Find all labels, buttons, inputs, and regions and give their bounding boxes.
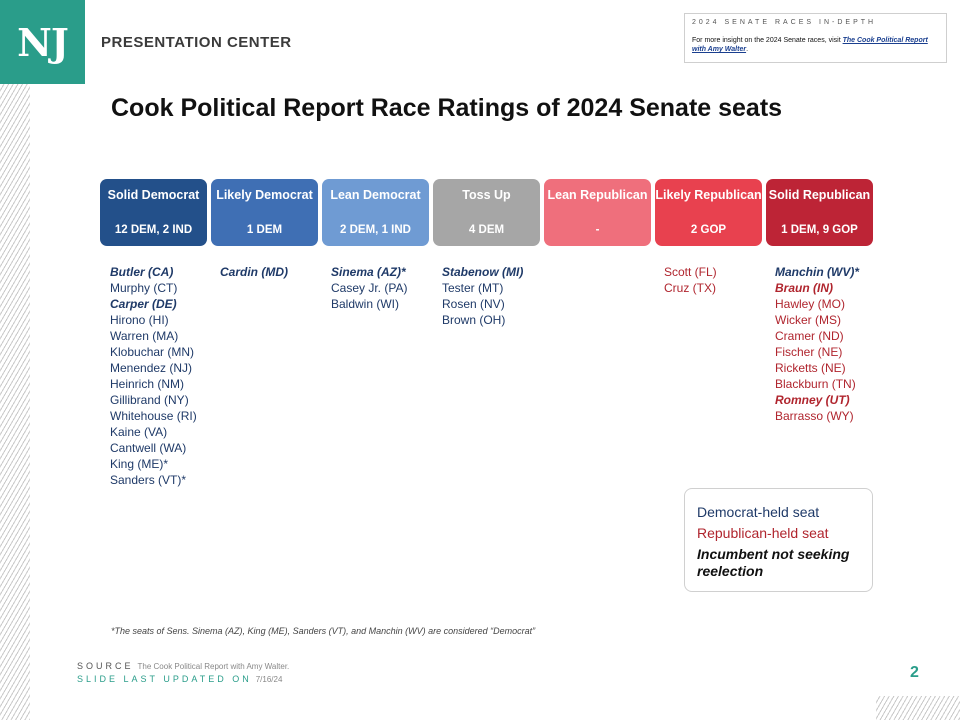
category-label: Toss Up <box>462 188 511 202</box>
senator-entry: Hawley (MO) <box>775 297 846 311</box>
source-value: The Cook Political Report with Amy Walte… <box>137 662 290 671</box>
senator-list-likely-democrat: Cardin (MD) <box>220 264 288 280</box>
category-label: Lean Democrat <box>330 188 421 202</box>
category-count: 1 DEM <box>246 224 283 236</box>
senator-entry: Cantwell (WA) <box>110 441 187 455</box>
info-box: 2024 SENATE RACES IN-DEPTH For more insi… <box>684 13 947 63</box>
category-lean-republican: Lean Republican - <box>544 179 651 246</box>
senator-entry: Kaine (VA) <box>110 425 168 439</box>
legend-democrat-held: Democrat-held seat <box>697 504 820 520</box>
category-likely-democrat: Likely Democrat 1 DEM <box>211 179 318 246</box>
senator-entry: Sinema (AZ)* <box>331 265 406 279</box>
senator-entry: Cardin (MD) <box>220 265 288 279</box>
senator-entry: Heinrich (NM) <box>110 377 185 391</box>
category-label: Likely Republican <box>655 188 762 202</box>
senator-entry: Butler (CA) <box>110 265 174 279</box>
senator-entry: Wicker (MS) <box>775 313 841 327</box>
info-box-text-prefix: For more insight on the 2024 Senate race… <box>692 37 843 44</box>
category-count: - <box>595 224 600 236</box>
category-count: 4 DEM <box>468 224 505 236</box>
page-number: 2 <box>910 664 919 681</box>
senator-list-solid-democrat: Butler (CA) Murphy (CT) Carper (DE) Hirono … <box>110 264 197 488</box>
senator-entry: Baldwin (WI) <box>331 297 400 311</box>
brand-title: PRESENTATION CENTER <box>101 34 292 51</box>
cook-report-link[interactable]: The Cook Political Report with Amy Walte… <box>692 37 928 53</box>
senator-list-lean-democrat: Sinema (AZ)* Casey Jr. (PA) Baldwin (WI) <box>331 264 407 312</box>
senator-entry: Braun (IN) <box>775 281 833 295</box>
senator-list-solid-republican: Manchin (WV)* Braun (IN) Hawley (MO) Wicker… <box>775 264 859 424</box>
senator-entry: Tester (MT) <box>442 281 504 295</box>
senator-entry: Murphy (CT) <box>110 281 178 295</box>
category-label: Solid Republican <box>768 188 871 202</box>
senator-entry: Scott (FL) <box>664 265 717 279</box>
legend-not-seeking-reelection: Incumbent not seeking reelection <box>697 546 850 579</box>
info-box-title: 2024 SENATE RACES IN-DEPTH <box>692 19 877 26</box>
senator-entry: Barrasso (WY) <box>775 409 854 423</box>
category-count: 1 DEM, 9 GOP <box>781 224 858 236</box>
category-solid-republican: Solid Republican 1 DEM, 9 GOP <box>766 179 873 246</box>
category-solid-democrat: Solid Democrat 12 DEM, 2 IND <box>100 179 207 246</box>
senator-entry: Menendez (NJ) <box>110 361 193 375</box>
slide-title: Cook Political Report Race Ratings of 20… <box>111 94 783 122</box>
category-count: 12 DEM, 2 IND <box>114 224 193 236</box>
updated-label: SLIDE LAST UPDATED ON <box>77 674 252 684</box>
senator-entry: Klobuchar (MN) <box>110 345 195 359</box>
senator-entry: Warren (MA) <box>110 329 179 343</box>
senator-entry: Hirono (HI) <box>110 313 169 327</box>
senator-entry: Blackburn (TN) <box>775 377 856 391</box>
category-label: Lean Republican <box>547 188 648 202</box>
category-lean-democrat: Lean Democrat 2 DEM, 1 IND <box>322 179 429 246</box>
info-box-text-suffix: . <box>746 46 749 53</box>
senator-entry: King (ME)* <box>110 457 169 471</box>
senator-entry: Carper (DE) <box>110 297 177 311</box>
senator-entry: Rosen (NV) <box>442 297 505 311</box>
category-label: Likely Democrat <box>216 188 313 202</box>
senator-entry: Romney (UT) <box>775 393 850 407</box>
legend-box: Democrat-held seat Republican-held seat … <box>684 488 873 592</box>
source-block: SOURCE The Cook Political Report with Amy… <box>77 660 289 686</box>
senator-entry: Whitehouse (RI) <box>110 409 197 423</box>
senator-list-likely-republican: Scott (FL) Cruz (TX) <box>664 264 717 296</box>
senator-entry: Fischer (NE) <box>775 345 843 359</box>
senator-list-toss-up: Stabenow (MI) Tester (MT) Rosen (NV) Brown … <box>442 264 523 328</box>
info-box-text: For more insight on the 2024 Senate race… <box>692 36 939 54</box>
category-likely-republican: Likely Republican 2 GOP <box>655 179 762 246</box>
updated-value: 7/16/24 <box>255 675 283 684</box>
category-count: 2 DEM, 1 IND <box>340 224 411 236</box>
senator-entry: Sanders (VT)* <box>110 473 187 487</box>
category-count: 2 GOP <box>690 224 727 236</box>
legend-republican-held: Republican-held seat <box>697 525 829 541</box>
category-toss-up: Toss Up 4 DEM <box>433 179 540 246</box>
senator-entry: Manchin (WV)* <box>775 265 859 279</box>
senator-entry: Brown (OH) <box>442 313 506 327</box>
decorative-hatch-bottom <box>876 696 960 720</box>
senator-entry: Cramer (ND) <box>775 329 844 343</box>
footnote: *The seats of Sens. Sinema (AZ), King (M… <box>111 626 536 636</box>
senator-entry: Casey Jr. (PA) <box>331 281 408 295</box>
senator-entry: Gillibrand (NY) <box>110 393 189 407</box>
source-label: SOURCE <box>77 661 134 671</box>
senator-entry: Stabenow (MI) <box>442 265 524 279</box>
senator-entry: Cruz (TX) <box>664 281 716 295</box>
decorative-hatch-left <box>0 84 30 720</box>
senator-entry: Ricketts (NE) <box>775 361 846 375</box>
nj-logo: NJ <box>0 0 85 84</box>
category-label: Solid Democrat <box>107 188 200 202</box>
